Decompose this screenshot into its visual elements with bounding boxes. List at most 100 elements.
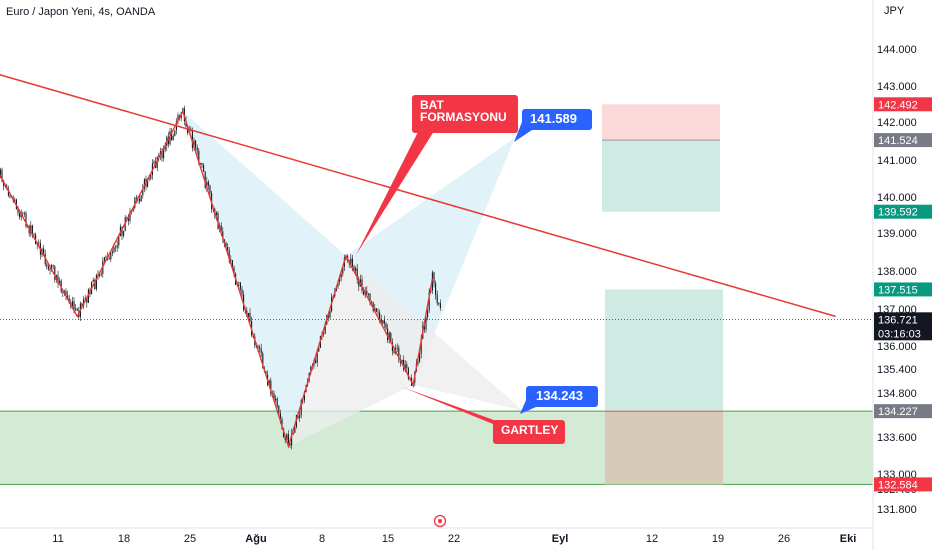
bar-countdown: 03:16:03 <box>878 328 921 340</box>
candle-body-163 <box>241 289 243 295</box>
candle-body-46 <box>54 266 56 280</box>
candle-body-138 <box>201 163 203 166</box>
candle-body-239 <box>363 290 365 295</box>
candle-body-284 <box>435 283 437 295</box>
long-target-zone <box>605 289 723 412</box>
candle-body-31 <box>30 225 32 234</box>
candle-body-121 <box>174 130 176 137</box>
gartley-pattern-abc <box>288 255 414 447</box>
candle-body-95 <box>132 207 134 211</box>
candle-body-151 <box>222 231 224 240</box>
candle-body-88 <box>121 226 123 236</box>
candle-body-265 <box>404 364 406 370</box>
candle-body-43 <box>49 269 51 271</box>
time-axis[interactable]: 11 18 25 Ağu 8 15 22 Eyl 12 19 26 Eki <box>52 533 856 545</box>
candle-body-249 <box>379 312 381 319</box>
gartley-target-label-text-0: 134.243 <box>536 388 583 403</box>
price-tick-5: 134.800 <box>877 388 917 400</box>
bat-pattern-xab <box>182 111 346 447</box>
time-tick-0: 11 <box>52 533 63 545</box>
price-badges: 142.492 141.524 139.592 137.515 136.721 03:16… <box>874 97 932 492</box>
price-tick-0: 131.800 <box>877 504 917 516</box>
candle-body-252 <box>383 320 385 324</box>
price-badge-text-4: 136.721 <box>878 314 918 326</box>
candle-body-84 <box>115 247 117 249</box>
candle-body-81 <box>110 253 112 260</box>
candle-body-224 <box>339 277 341 282</box>
gartley-target-label: 134.243 <box>520 386 598 414</box>
time-tick-2: 25 <box>184 533 196 545</box>
lines-layer <box>0 74 873 449</box>
gartley-callout: GARTLEY <box>402 387 565 444</box>
price-axis[interactable]: 131.800132.400133.000133.600134.200134.8… <box>877 44 917 516</box>
candle-body-256 <box>390 333 392 343</box>
symbol-title[interactable]: Euro / Japon Yeni, 4s, OANDA <box>6 6 156 18</box>
candle-body-242 <box>367 293 369 295</box>
candle-body-156 <box>230 259 232 261</box>
candle-body-44 <box>51 265 53 271</box>
candle-body-113 <box>161 151 163 159</box>
candle-body-77 <box>103 257 105 261</box>
candle-body-181 <box>270 380 272 394</box>
price-tick-7: 136.000 <box>877 341 917 353</box>
time-tick-8: 12 <box>646 533 658 545</box>
candle-body-232 <box>351 258 353 267</box>
candle-body-175 <box>260 348 262 354</box>
candle-body-134 <box>195 140 197 148</box>
candle-body-209 <box>315 360 317 363</box>
candle-body-83 <box>113 247 115 252</box>
candle-body-136 <box>198 150 200 165</box>
candle-body-32 <box>31 225 33 234</box>
time-tick-10: 26 <box>778 533 790 545</box>
bat-formasyonu-callout-pointer <box>356 128 436 255</box>
price-badge-text-6: 132.584 <box>878 479 918 491</box>
candle-body-168 <box>249 313 251 322</box>
bat-formasyonu-callout-text-1: FORMASYONU <box>420 110 507 124</box>
candle-body-92 <box>127 217 129 221</box>
event-marker-icon[interactable] <box>433 514 447 528</box>
gartley-callout-pointer <box>402 387 505 424</box>
candle-body-280 <box>428 291 430 310</box>
candle-body-180 <box>268 380 270 385</box>
price-badge-3 <box>874 282 932 297</box>
candle-body-133 <box>193 140 195 149</box>
candle-body-53 <box>65 290 67 296</box>
candle-body-14 <box>3 181 5 186</box>
candle-body-184 <box>275 398 277 401</box>
candle-body-42 <box>47 266 49 270</box>
price-tick-6: 135.400 <box>877 364 917 376</box>
bat-formasyonu-callout-box <box>412 95 518 133</box>
candle-body-123 <box>177 115 179 122</box>
candle-body-120 <box>172 136 174 140</box>
candle-body-233 <box>353 266 355 271</box>
price-badge-1 <box>874 133 932 148</box>
price-tick-14: 143.000 <box>877 81 917 93</box>
candle-body-142 <box>207 181 209 186</box>
candle-body-36 <box>38 242 40 244</box>
candle-body-26 <box>22 212 24 214</box>
candle-body-158 <box>233 267 235 274</box>
candle-body-115 <box>164 146 166 150</box>
candle-body-231 <box>350 258 352 264</box>
candle-body-48 <box>57 275 59 284</box>
candle-body-199 <box>299 415 301 418</box>
candle-body-65 <box>84 298 86 300</box>
currency-label: JPY <box>884 5 905 17</box>
candle-body-215 <box>324 324 326 334</box>
gartley-target-label-box <box>526 386 598 407</box>
candle-body-277 <box>423 325 425 330</box>
candle-body-128 <box>185 121 187 127</box>
candle-body-59 <box>75 308 77 310</box>
price-tick-15: 144.000 <box>877 44 917 56</box>
candle-body-101 <box>142 188 144 196</box>
price-badge-text-3: 137.515 <box>878 284 918 296</box>
candle-body-108 <box>153 161 155 164</box>
gartley-callout-box <box>493 420 565 444</box>
candle-body-102 <box>143 179 145 189</box>
bat-formasyonu-callout-text-0: BAT <box>420 98 444 112</box>
candle-body-273 <box>417 361 419 364</box>
candle-body-236 <box>358 279 360 287</box>
